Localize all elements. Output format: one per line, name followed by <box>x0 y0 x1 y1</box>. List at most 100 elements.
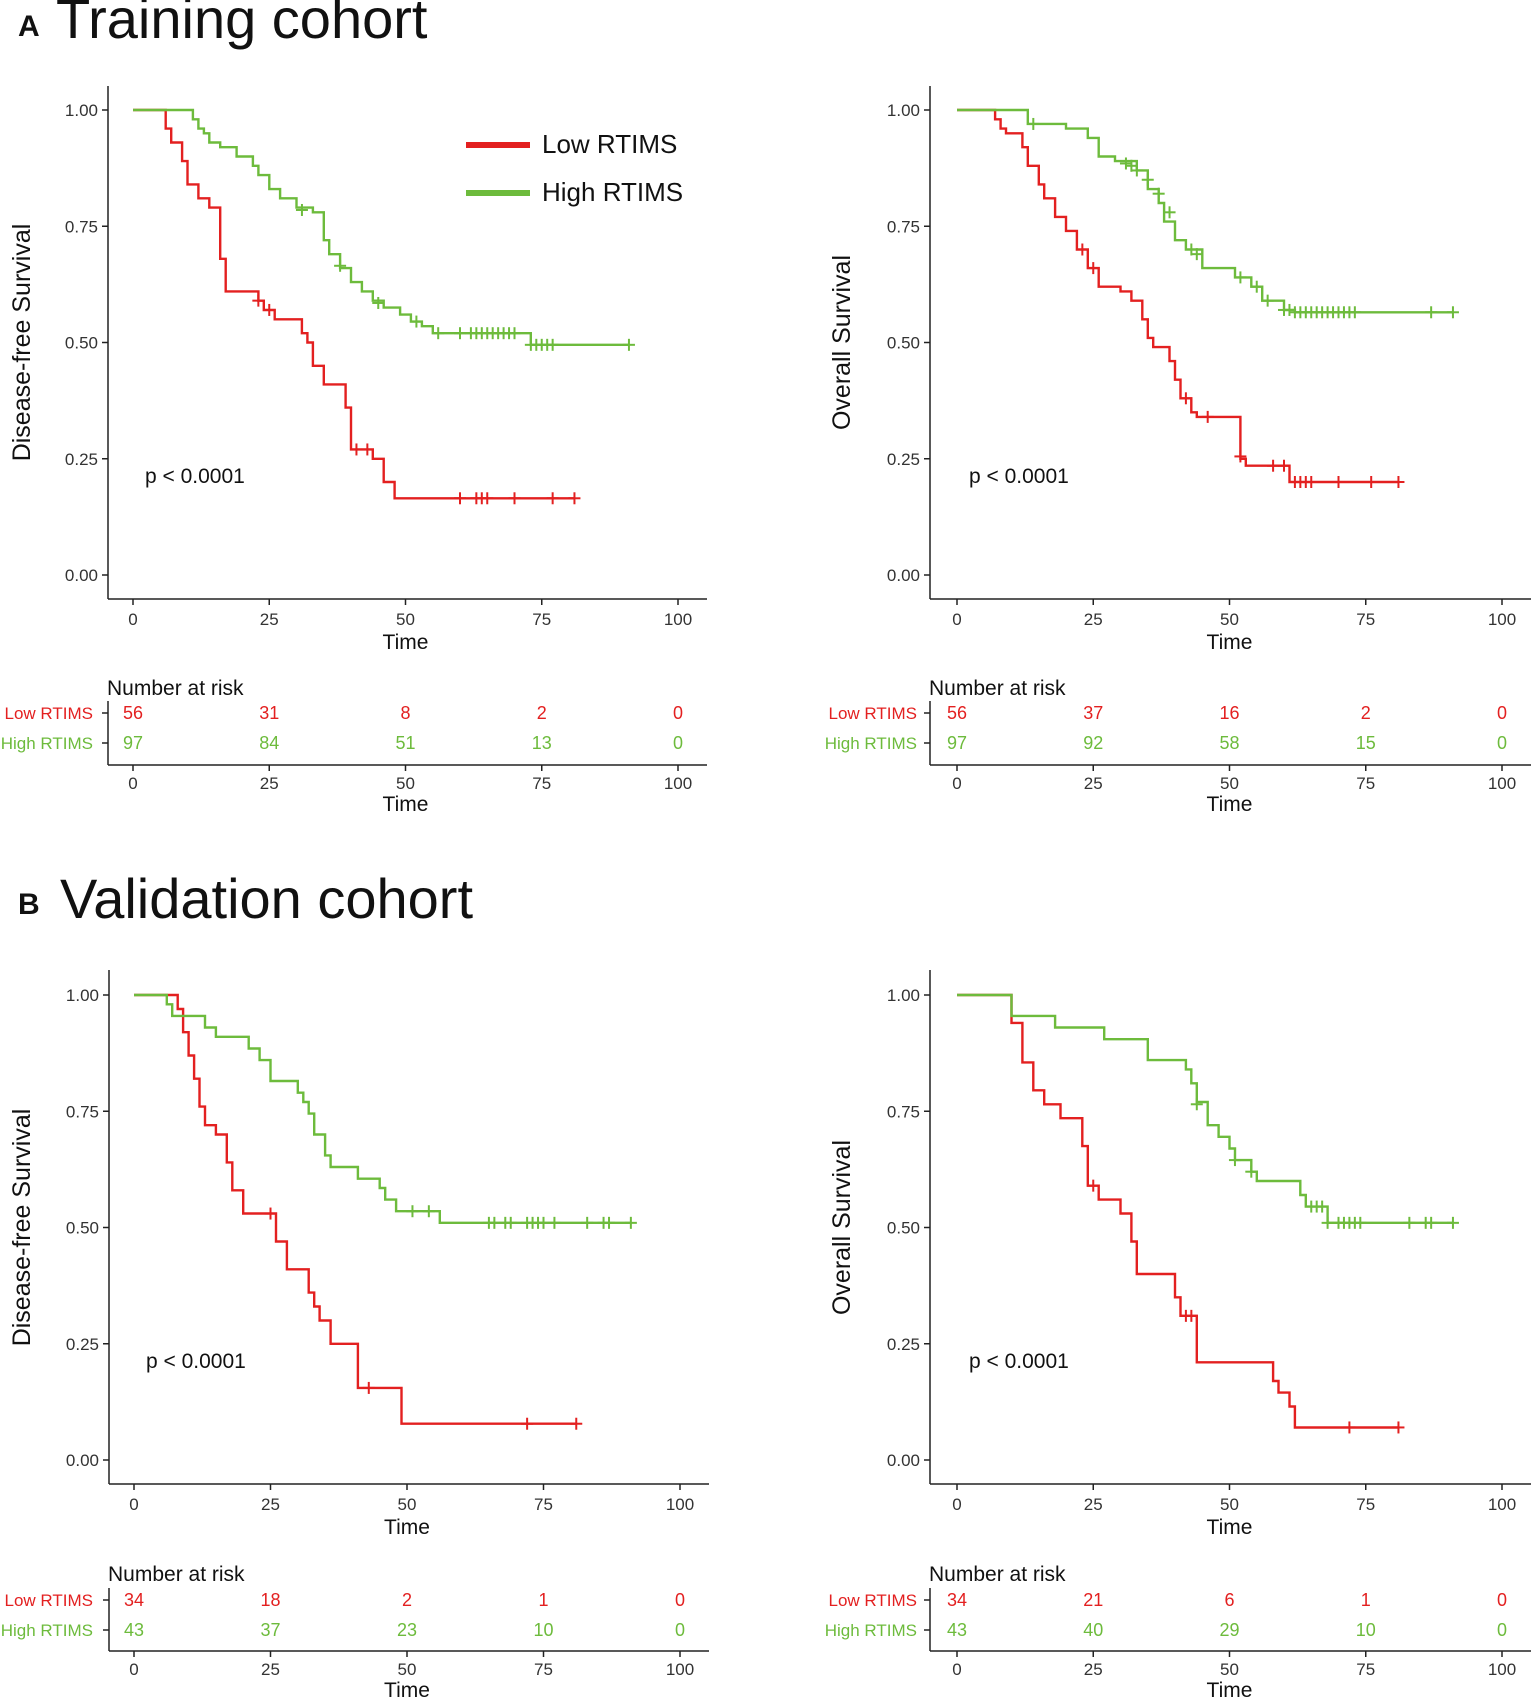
x-tick-label: 100 <box>664 610 692 629</box>
risk-row-label-low: Low RTIMS <box>829 1591 918 1610</box>
risk-row-label-low: Low RTIMS <box>829 704 918 723</box>
risk-x-tick-label: 75 <box>534 1660 553 1679</box>
risk-x-tick-label: 25 <box>1084 774 1103 793</box>
risk-count-low: 2 <box>1361 703 1371 723</box>
y-axis-title: Disease-free Survival <box>8 224 36 462</box>
p-value-label: p < 0.0001 <box>146 1350 246 1373</box>
km-chart-train-dfs: 0.00 0.25 0.50 0.75 1.00 0 25 50 75 100 Time Diseas… <box>1 86 707 816</box>
risk-table-title: Number at risk <box>929 1563 1066 1586</box>
x-tick-label: 50 <box>1220 610 1239 629</box>
risk-count-high: 0 <box>673 733 683 753</box>
risk-x-tick-label: 50 <box>1220 774 1239 793</box>
x-tick-label: 100 <box>666 1495 694 1514</box>
panel-a-letter: A <box>18 10 40 43</box>
risk-count-low: 8 <box>400 703 410 723</box>
y-tick-label: 0.50 <box>65 334 98 353</box>
y-tick-label: 1.00 <box>66 986 99 1005</box>
y-tick-label: 0.25 <box>887 1335 920 1354</box>
risk-x-tick-label: 100 <box>664 774 692 793</box>
risk-x-tick-label: 0 <box>952 1660 961 1679</box>
y-tick-label: 0.50 <box>887 1219 920 1238</box>
panel-b-letter: B <box>18 888 40 921</box>
risk-row-label-high: High RTIMS <box>825 1621 917 1640</box>
risk-count-low: 56 <box>123 703 143 723</box>
risk-count-low: 2 <box>402 1590 412 1610</box>
p-value-label: p < 0.0001 <box>145 465 245 488</box>
risk-x-tick-label: 100 <box>1488 1660 1516 1679</box>
risk-count-high: 0 <box>1497 1620 1507 1640</box>
panel-a-title: Training cohort <box>56 0 428 50</box>
risk-x-tick-label: 0 <box>129 1660 138 1679</box>
x-tick-label: 0 <box>129 1495 138 1514</box>
legend-label-low: Low RTIMS <box>542 129 677 159</box>
risk-x-tick-label: 25 <box>261 1660 280 1679</box>
risk-count-high: 97 <box>947 733 967 753</box>
series-line-low <box>957 993 1399 1429</box>
risk-count-low: 37 <box>1083 703 1103 723</box>
risk-table-title: Number at risk <box>108 1563 245 1586</box>
x-axis-title: Time <box>383 631 429 654</box>
risk-row-label-high: High RTIMS <box>825 734 917 753</box>
x-tick-label: 100 <box>1488 1495 1516 1514</box>
y-tick-label: 1.00 <box>887 101 920 120</box>
risk-count-high: 43 <box>124 1620 144 1640</box>
risk-count-low: 31 <box>259 703 279 723</box>
risk-count-low: 1 <box>1361 1590 1371 1610</box>
risk-row-label-high: High RTIMS <box>1 1621 93 1640</box>
series-line-high <box>134 993 631 1225</box>
risk-x-tick-label: 100 <box>666 1660 694 1679</box>
legend: Low RTIMS High RTIMS <box>466 129 683 207</box>
x-tick-label: 75 <box>1356 1495 1375 1514</box>
km-chart-train-os: 0.00 0.25 0.50 0.75 1.00 0 25 50 75 100 Time Overal… <box>825 86 1531 816</box>
x-tick-label: 0 <box>952 610 961 629</box>
km-chart-val-os: 0.000.250.500.751.000 25 50 75 100TimeOveral… <box>825 970 1531 1702</box>
risk-row-label-high: High RTIMS <box>1 734 93 753</box>
y-tick-label: 1.00 <box>65 101 98 120</box>
risk-count-low: 0 <box>1497 703 1507 723</box>
panel-b-title: Validation cohort <box>60 867 473 930</box>
risk-x-tick-label: 0 <box>952 774 961 793</box>
x-tick-label: 50 <box>396 610 415 629</box>
x-tick-label: 50 <box>1220 1495 1239 1514</box>
x-tick-label: 75 <box>534 1495 553 1514</box>
x-tick-label: 25 <box>1084 610 1103 629</box>
risk-count-high: 37 <box>260 1620 280 1640</box>
risk-count-high: 15 <box>1356 733 1376 753</box>
x-axis-title: Time <box>1207 1516 1253 1539</box>
y-tick-label: 0.50 <box>887 334 920 353</box>
risk-count-low: 6 <box>1224 1590 1234 1610</box>
risk-table-title: Number at risk <box>929 677 1066 700</box>
risk-count-low: 18 <box>260 1590 280 1610</box>
risk-count-high: 40 <box>1083 1620 1103 1640</box>
risk-x-tick-label: 75 <box>532 774 551 793</box>
risk-count-high: 10 <box>1356 1620 1376 1640</box>
x-tick-label: 50 <box>398 1495 417 1514</box>
risk-count-high: 92 <box>1083 733 1103 753</box>
y-tick-label: 0.75 <box>66 1102 99 1121</box>
risk-x-axis-title: Time <box>1207 793 1253 816</box>
risk-count-high: 0 <box>675 1620 685 1640</box>
x-tick-label: 100 <box>1488 610 1516 629</box>
risk-row-label-low: Low RTIMS <box>5 1591 94 1610</box>
risk-count-low: 0 <box>673 703 683 723</box>
risk-x-tick-label: 100 <box>1488 774 1516 793</box>
x-tick-label: 0 <box>128 610 137 629</box>
series-line-low <box>134 993 577 1425</box>
y-axis-title: Overall Survival <box>828 1140 856 1315</box>
y-tick-label: 1.00 <box>887 986 920 1005</box>
risk-count-high: 97 <box>123 733 143 753</box>
y-tick-label: 0.00 <box>65 566 98 585</box>
risk-x-axis-title: Time <box>384 1679 430 1702</box>
y-tick-label: 0.00 <box>887 566 920 585</box>
risk-x-tick-label: 75 <box>1356 1660 1375 1679</box>
risk-count-high: 10 <box>533 1620 553 1640</box>
risk-x-axis-title: Time <box>383 793 429 816</box>
risk-count-high: 43 <box>947 1620 967 1640</box>
series-line-high <box>957 993 1453 1225</box>
y-tick-label: 0.00 <box>66 1451 99 1470</box>
risk-x-tick-label: 75 <box>1356 774 1375 793</box>
p-value-label: p < 0.0001 <box>969 1350 1069 1373</box>
y-tick-label: 0.25 <box>65 450 98 469</box>
risk-x-tick-label: 50 <box>398 1660 417 1679</box>
